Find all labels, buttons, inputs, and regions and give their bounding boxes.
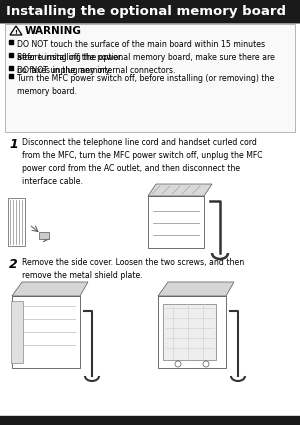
Text: DO NOT unplug any internal connectors.: DO NOT unplug any internal connectors. [17,66,175,75]
Bar [158,296,226,368]
Text: 2: 2 [9,258,18,271]
Bar [148,196,204,248]
Text: Before installing the optional memory board, make sure there are
no faxes in the: Before installing the optional memory bo… [17,53,275,75]
Text: Remove the side cover. Loosen the two screws, and then
remove the metal shield p: Remove the side cover. Loosen the two sc… [22,258,244,280]
Bar [0,0,300,22]
Polygon shape [148,184,212,196]
Text: Turn the MFC power switch off, before installing (or removing) the
memory board.: Turn the MFC power switch off, before in… [17,74,274,96]
Bar [12,296,80,368]
Bar [11,301,23,363]
Bar [9,66,13,70]
Bar [9,53,13,57]
Circle shape [203,361,209,367]
Text: DO NOT touch the surface of the main board within 15 minutes
after turning off t: DO NOT touch the surface of the main boa… [17,40,265,62]
Circle shape [175,361,181,367]
Bar [9,74,13,78]
Bar [9,40,13,44]
Bar [8,198,25,246]
Text: Disconnect the telephone line cord and handset curled cord
from the MFC, turn th: Disconnect the telephone line cord and h… [22,138,262,186]
Text: Installing the optional memory board: Installing the optional memory board [6,5,286,17]
Bar [0,416,300,425]
Polygon shape [158,282,234,296]
Bar [39,232,49,238]
Text: WARNING: WARNING [25,26,82,36]
Text: 1: 1 [9,138,18,151]
Polygon shape [12,282,88,296]
Bar [163,304,216,360]
Text: !: ! [15,29,17,34]
Bar [5,24,295,132]
